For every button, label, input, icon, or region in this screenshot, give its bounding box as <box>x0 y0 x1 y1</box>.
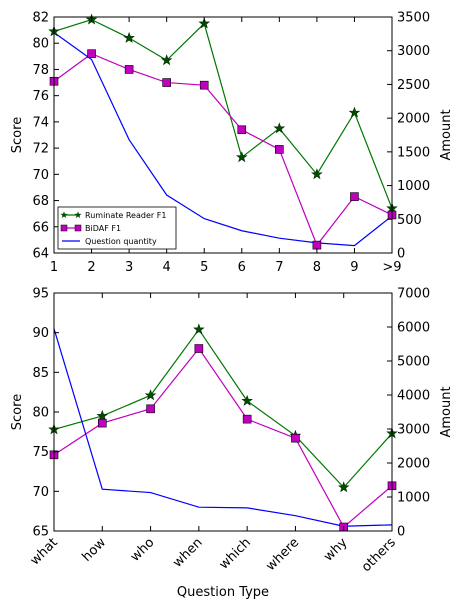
x-tick-label-0-4: 5 <box>200 260 208 275</box>
y2-axis-title-1: Amount <box>439 386 454 437</box>
x-tick-label-1-0: what <box>28 535 61 568</box>
left-tick-label-0-9: 82 <box>32 11 49 26</box>
square-marker-0-1-2 <box>124 65 134 74</box>
right-tick-label-0-3: 1500 <box>397 145 430 160</box>
star-marker-1-0-3 <box>193 323 205 335</box>
square-marker-0-1-3 <box>162 78 171 87</box>
star-marker-0-0-6 <box>273 122 286 134</box>
star-marker-0-0-5 <box>235 151 248 163</box>
x-tick-label-1-7: others <box>359 535 399 575</box>
right-tick-label-1-3: 3000 <box>397 423 430 438</box>
left-tick-label-0-5: 74 <box>32 115 49 130</box>
legend-label-2: Question quantity <box>85 237 157 246</box>
x-tick-label-0-5: 6 <box>238 260 246 275</box>
legend-square-b <box>74 224 82 232</box>
x-tick-label-1-5: where <box>263 535 302 574</box>
square-marker-0-1-8 <box>350 192 359 201</box>
left-tick-label-0-4: 72 <box>32 142 49 157</box>
square-marker-0-1-7 <box>312 240 322 250</box>
star-marker-1-0-6 <box>337 481 350 493</box>
square-marker-1-1-4 <box>242 414 252 424</box>
right-tick-label-1-5: 5000 <box>397 355 430 370</box>
series-line-0-0 <box>53 18 393 209</box>
left-tick-label-1-3: 80 <box>32 406 49 421</box>
x-tick-label-1-4: which <box>217 535 254 572</box>
y-axis-title-0: Score <box>10 117 25 153</box>
right-tick-label-1-0: 0 <box>397 525 405 540</box>
x-tick-label-1-2: who <box>128 535 158 565</box>
y-axis-title-1: Score <box>10 394 25 430</box>
legend-label-0: Ruminate Reader F1 <box>85 211 166 220</box>
star-marker-0-0-8 <box>348 106 361 118</box>
right-tick-label-0-6: 3000 <box>397 44 430 59</box>
square-marker-0-1-4 <box>199 80 209 90</box>
left-tick-label-0-1: 66 <box>32 220 49 235</box>
left-tick-label-0-7: 78 <box>32 63 49 78</box>
left-tick-label-0-8: 80 <box>32 37 49 52</box>
right-tick-label-0-1: 500 <box>397 213 422 228</box>
x-tick-label-0-2: 3 <box>125 260 133 275</box>
left-tick-label-0-6: 76 <box>32 89 49 104</box>
right-tick-label-0-0: 0 <box>397 247 405 262</box>
right-tick-label-1-6: 6000 <box>397 321 430 336</box>
right-tick-label-0-7: 3500 <box>397 11 430 26</box>
star-marker-0-0-4 <box>198 17 211 29</box>
series-line-0-2 <box>53 32 393 247</box>
plot-frame-0 <box>53 16 393 254</box>
series-line-1-2 <box>53 328 393 527</box>
y2-axis-title-0: Amount <box>439 109 454 160</box>
square-marker-1-1-3 <box>194 344 204 353</box>
left-tick-label-1-6: 95 <box>32 287 49 302</box>
left-tick-label-1-2: 75 <box>32 445 49 460</box>
x-tick-label-0-1: 2 <box>87 260 95 275</box>
left-tick-label-0-2: 68 <box>32 194 49 209</box>
left-tick-label-1-1: 70 <box>32 485 49 500</box>
star-marker-0-0-2 <box>123 31 135 43</box>
x-tick-label-1-1: how <box>80 535 110 565</box>
star-marker-1-0-4 <box>241 394 253 406</box>
x-tick-label-1-3: when <box>170 535 205 570</box>
left-tick-label-0-0: 64 <box>32 247 49 262</box>
series-line-1-1 <box>53 347 393 528</box>
square-marker-1-1-1 <box>97 418 107 428</box>
star-marker-0-0-7 <box>311 168 323 180</box>
square-marker-0-1-1 <box>87 49 96 59</box>
square-marker-0-1-6 <box>275 145 284 154</box>
x-tick-label-0-9: >9 <box>382 260 401 275</box>
right-tick-label-0-4: 2000 <box>397 112 430 127</box>
x-tick-label-0-7: 8 <box>313 260 321 275</box>
x-tick-label-0-6: 7 <box>275 260 283 275</box>
left-tick-label-0-3: 70 <box>32 168 49 183</box>
left-tick-label-1-0: 65 <box>32 525 49 540</box>
right-tick-label-0-2: 1000 <box>397 179 430 194</box>
right-tick-label-0-5: 2500 <box>397 78 430 93</box>
x-axis-title-1: Question Type <box>177 585 269 600</box>
x-tick-label-1-6: why <box>321 535 351 565</box>
square-marker-1-1-5 <box>291 433 300 443</box>
square-marker-1-1-2 <box>146 404 155 414</box>
star-marker-0-0-3 <box>160 54 173 66</box>
x-tick-label-0-8: 9 <box>350 260 358 275</box>
plot-frame-1 <box>53 292 393 532</box>
series-line-1-0 <box>53 328 393 489</box>
left-tick-label-1-4: 85 <box>32 366 49 381</box>
series-line-0-1 <box>53 53 393 247</box>
legend-square-a <box>60 224 68 232</box>
star-marker-1-0-2 <box>144 389 157 401</box>
legend-star-a <box>60 211 68 219</box>
square-marker-0-1-5 <box>237 125 247 135</box>
right-tick-label-1-2: 2000 <box>397 457 430 472</box>
star-marker-1-0-1 <box>96 409 109 421</box>
right-tick-label-1-7: 7000 <box>397 287 430 302</box>
legend-label-1: BiDAF F1 <box>85 224 121 233</box>
x-tick-label-0-3: 4 <box>163 260 171 275</box>
right-tick-label-1-1: 1000 <box>397 491 430 506</box>
legend-star-b <box>74 211 82 219</box>
x-tick-label-0-0: 1 <box>50 260 58 275</box>
left-tick-label-1-5: 90 <box>32 326 49 341</box>
right-tick-label-1-4: 4000 <box>397 389 430 404</box>
